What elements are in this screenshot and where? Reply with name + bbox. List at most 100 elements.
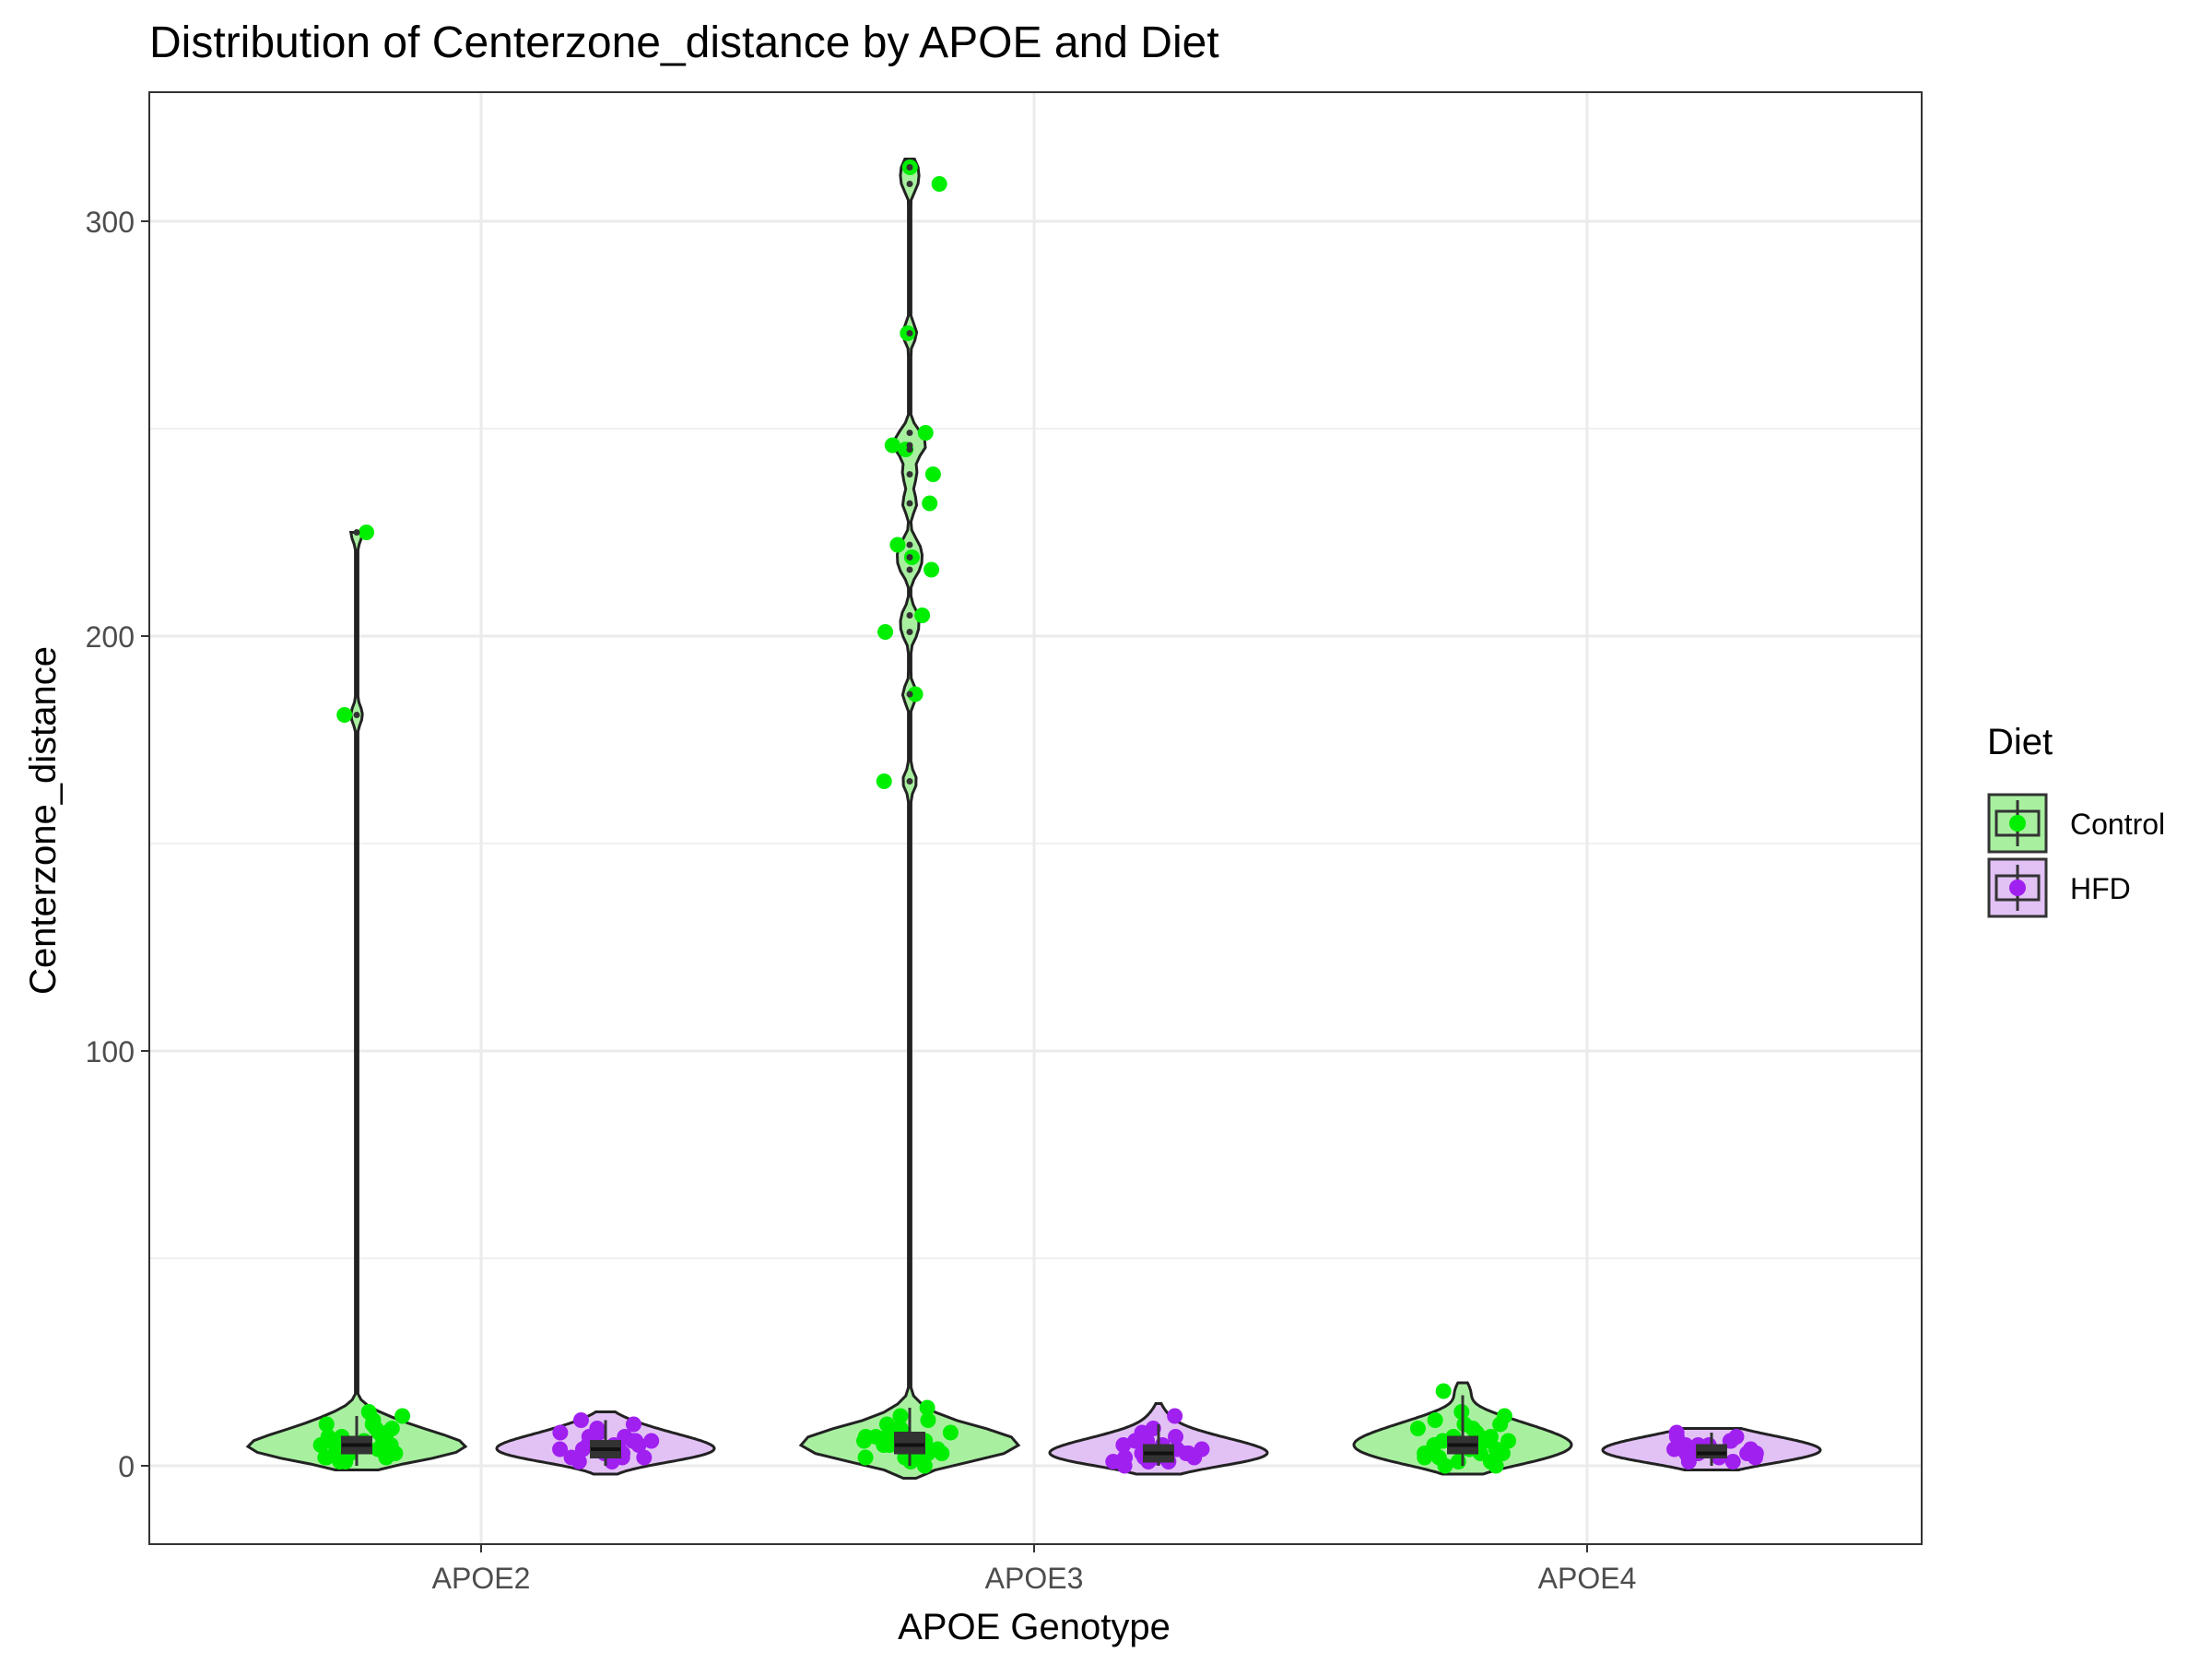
legend-key-iqr: [1994, 874, 2041, 902]
data-point: [1168, 1429, 1184, 1445]
data-point: [1186, 1449, 1203, 1466]
data-point: [552, 1441, 569, 1457]
violin-control-apoe3: [798, 158, 1021, 1480]
box-outlier: [906, 554, 913, 561]
data-point: [884, 437, 900, 454]
data-point: [625, 1416, 641, 1433]
data-point: [1167, 1408, 1183, 1424]
y-tick-label: 100: [86, 1035, 135, 1068]
data-point: [924, 561, 940, 578]
data-point: [1747, 1449, 1763, 1466]
data-point: [1492, 1416, 1509, 1433]
box-outlier: [906, 541, 913, 549]
legend-label: HFD: [2070, 872, 2131, 905]
data-point: [312, 1437, 329, 1453]
x-tick-label: APOE3: [985, 1562, 1084, 1595]
box-outlier: [906, 471, 913, 478]
data-point: [571, 1454, 587, 1469]
data-point: [317, 1449, 334, 1466]
data-point: [643, 1433, 660, 1449]
legend-key-point: [2009, 879, 2026, 896]
box-outlier: [353, 529, 360, 536]
legend-entry-control: Control: [1987, 793, 2165, 854]
box-outlier: [906, 181, 913, 187]
data-point: [574, 1441, 591, 1457]
data-point: [857, 1449, 874, 1466]
x-axis-label: APOE Genotype: [898, 1607, 1171, 1647]
data-point: [552, 1424, 569, 1441]
data-point: [924, 466, 941, 482]
data-point: [1427, 1412, 1443, 1428]
legend-title: Diet: [1987, 722, 2053, 762]
data-point: [1437, 1457, 1453, 1474]
data-point: [394, 1408, 411, 1424]
data-point: [914, 608, 931, 623]
data-point: [378, 1449, 394, 1466]
box-outlier: [906, 690, 913, 698]
violin-control-apoe2: [245, 531, 468, 1471]
box-outlier: [906, 566, 913, 573]
data-point: [916, 1457, 933, 1474]
y-tick-label: 200: [86, 620, 135, 654]
y-tick-label: 300: [86, 206, 135, 239]
data-point: [931, 176, 947, 192]
data-point: [877, 624, 894, 640]
box-outlier: [906, 442, 913, 449]
box-iqr: [1696, 1444, 1727, 1458]
data-point: [1435, 1383, 1452, 1399]
y-axis-label: Centerzone_distance: [23, 646, 64, 995]
x-tick-label: APOE4: [1538, 1562, 1637, 1595]
legend-label: Control: [2070, 808, 2165, 841]
data-point: [917, 425, 934, 441]
box-layer: [341, 164, 1727, 1466]
data-point: [876, 1437, 892, 1453]
box-outlier: [353, 712, 360, 718]
data-point: [1116, 1457, 1133, 1474]
data-point: [1666, 1441, 1683, 1457]
data-point: [1417, 1449, 1433, 1466]
data-point: [920, 1412, 936, 1428]
data-point: [359, 525, 375, 540]
y-tick-label: 0: [118, 1450, 135, 1483]
data-point: [876, 773, 892, 789]
box-outlier: [906, 778, 913, 785]
x-tick-label: APOE2: [432, 1562, 531, 1595]
box-outlier: [906, 330, 913, 336]
chart-title: Distribution of Centerzone_distance by A…: [149, 18, 1219, 67]
legend-key-iqr: [1994, 809, 2041, 837]
data-point: [919, 1399, 935, 1416]
data-point: [1680, 1454, 1697, 1469]
data-point: [572, 1412, 589, 1428]
data-point: [336, 707, 353, 723]
data-point: [942, 1424, 959, 1441]
grid-layer: [149, 92, 1922, 1544]
data-point: [889, 537, 906, 553]
box-outlier: [906, 430, 913, 436]
data-point: [1494, 1446, 1511, 1461]
data-point: [337, 1454, 354, 1469]
data-point: [1409, 1421, 1426, 1436]
box-outlier: [906, 612, 913, 619]
box-outlier: [906, 629, 913, 635]
axis-layer: 0 100 200 300 APOE2 APOE3 APOE4: [86, 206, 1637, 1595]
legend-key-point: [2009, 815, 2026, 832]
panel-border: [148, 91, 1923, 1545]
data-point: [1115, 1437, 1132, 1453]
data-point: [1488, 1457, 1504, 1474]
box-iqr: [894, 1432, 925, 1455]
data-point: [630, 1437, 647, 1453]
box-outlier: [906, 164, 913, 171]
data-point: [878, 1416, 895, 1433]
data-point: [856, 1433, 873, 1449]
legend-keys: Control HFD: [1987, 793, 2165, 918]
data-point: [1500, 1433, 1517, 1449]
data-point: [922, 495, 938, 512]
data-point: [318, 1416, 335, 1433]
data-point: [1724, 1454, 1741, 1469]
box-outlier: [906, 500, 913, 507]
data-point: [636, 1449, 653, 1466]
legend: Diet Control HFD: [1987, 722, 2165, 918]
